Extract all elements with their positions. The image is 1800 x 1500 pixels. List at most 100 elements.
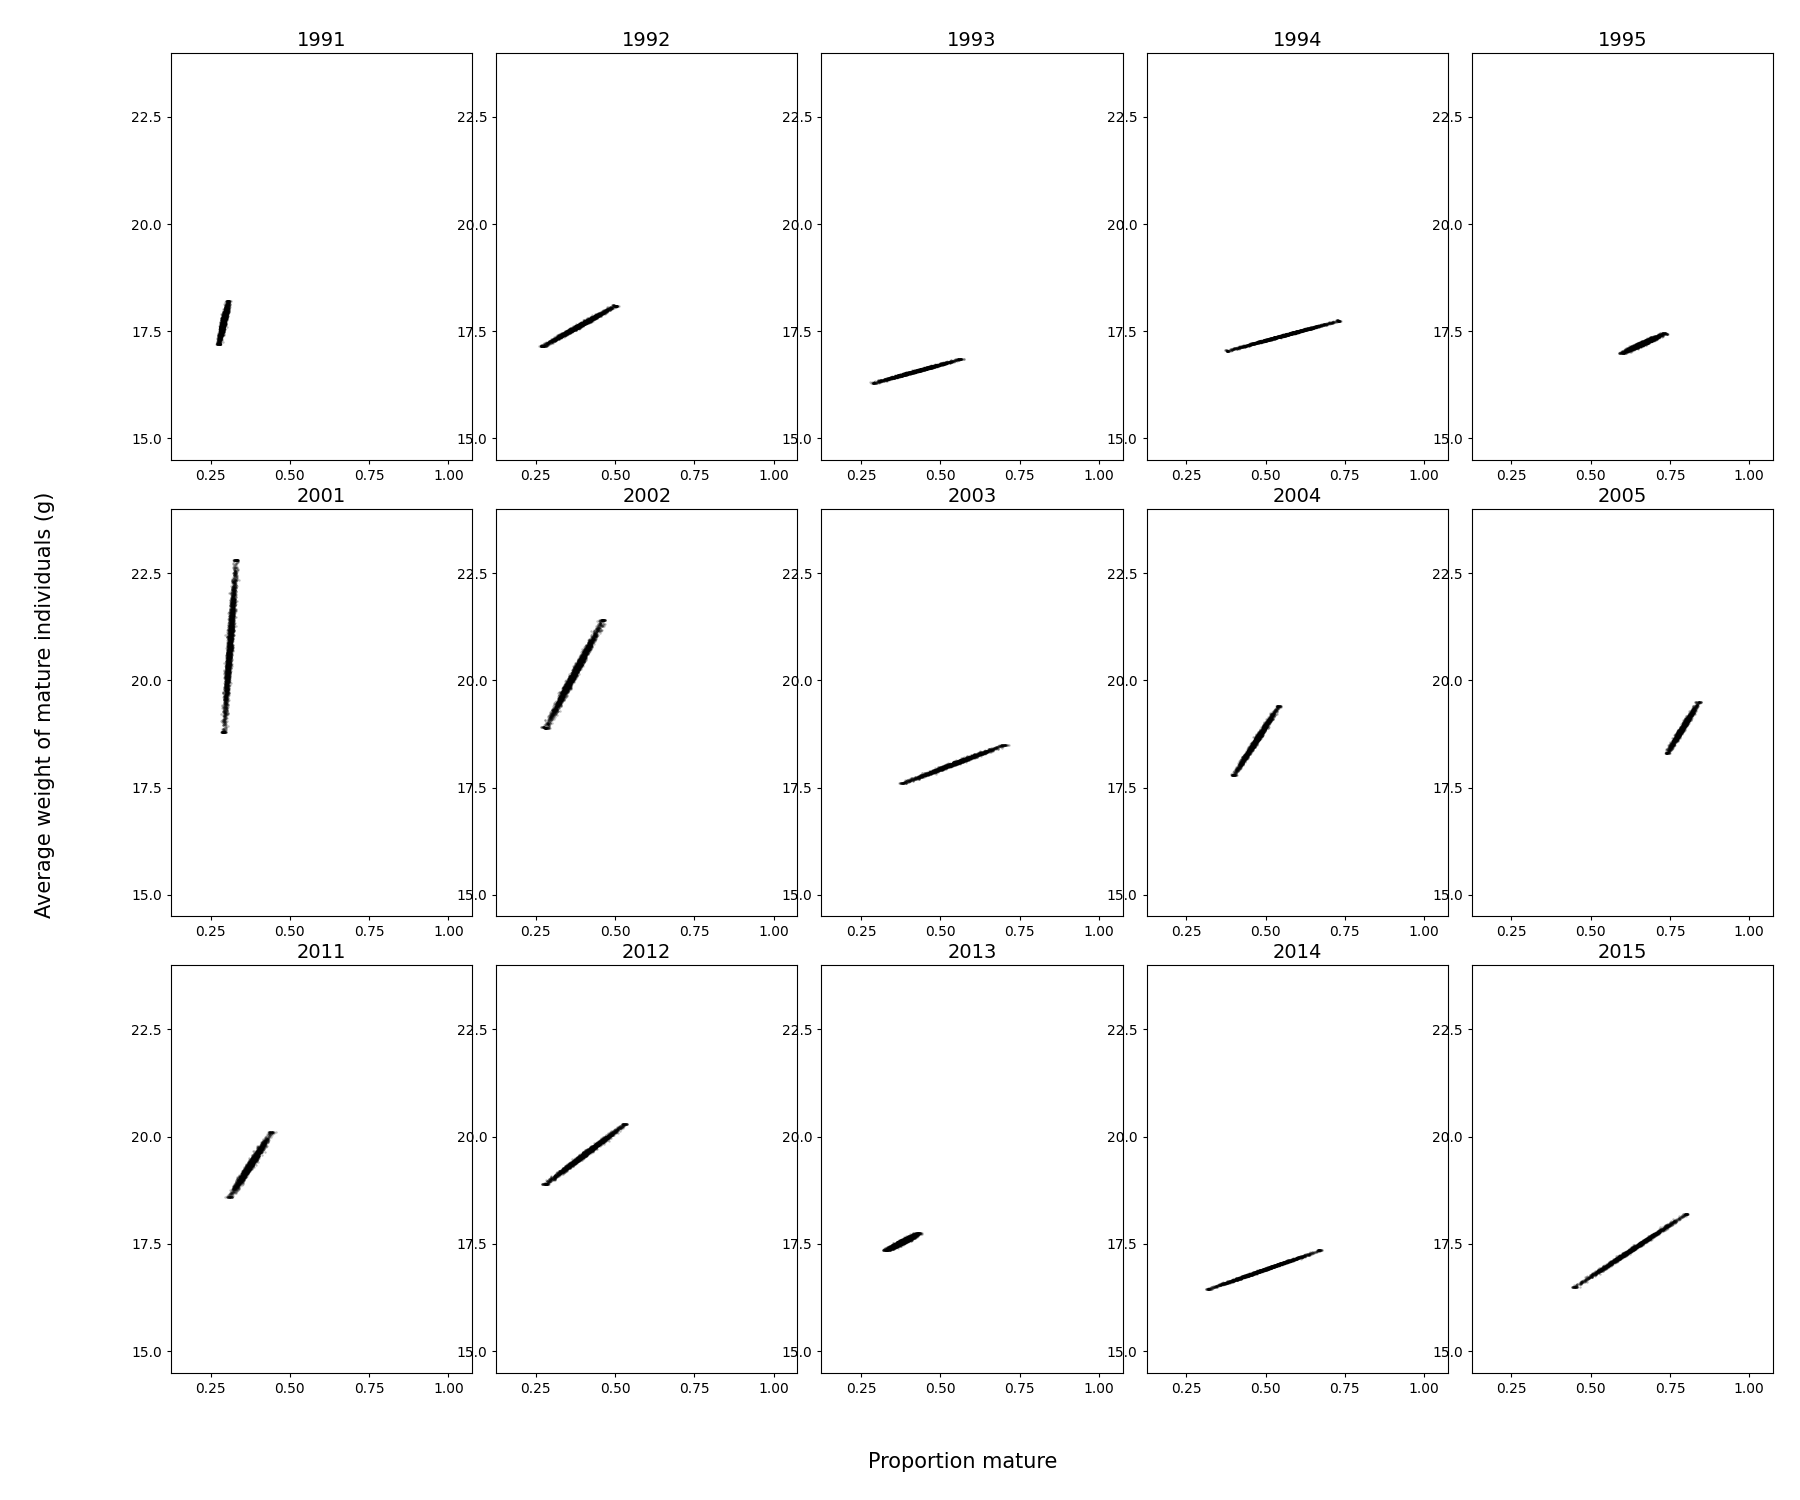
Point (1631, 332, 1660, 356)
Point (1244, 722, 1273, 746)
Point (558, 669, 587, 693)
Point (1656, 736, 1685, 760)
Point (886, 1230, 914, 1254)
Point (576, 632, 605, 656)
Point (576, 627, 605, 651)
Point (553, 672, 581, 696)
Point (547, 326, 576, 350)
Point (216, 638, 245, 662)
Point (221, 1179, 250, 1203)
Point (1255, 1256, 1283, 1280)
Point (212, 648, 241, 672)
Point (565, 651, 594, 675)
Point (243, 1140, 272, 1164)
Point (1296, 316, 1325, 340)
Point (1256, 1254, 1285, 1278)
Point (589, 1128, 617, 1152)
Point (576, 309, 605, 333)
Point (1613, 1239, 1642, 1263)
Point (572, 1142, 601, 1166)
Point (214, 674, 243, 698)
Point (554, 670, 583, 694)
Point (875, 1236, 904, 1260)
Point (551, 321, 580, 345)
Point (214, 642, 243, 666)
Point (1318, 310, 1346, 334)
Point (563, 1148, 592, 1172)
Point (562, 316, 590, 340)
Point (1658, 734, 1687, 758)
Point (547, 684, 576, 708)
Point (214, 686, 243, 709)
Point (589, 609, 617, 633)
Point (554, 669, 583, 693)
Point (527, 334, 556, 358)
Point (970, 740, 999, 764)
Point (1582, 1262, 1611, 1286)
Point (1224, 754, 1253, 778)
Point (1622, 334, 1651, 358)
Point (1276, 322, 1305, 346)
Point (1649, 1218, 1678, 1242)
Point (880, 1233, 909, 1257)
Point (882, 1232, 911, 1256)
Point (589, 302, 617, 326)
Point (889, 1227, 918, 1251)
Point (1265, 694, 1294, 718)
Point (877, 1236, 905, 1260)
Point (1271, 1250, 1300, 1274)
Point (565, 1146, 594, 1170)
Point (207, 320, 236, 344)
Point (1251, 328, 1280, 352)
Point (1661, 724, 1690, 748)
Point (220, 570, 248, 594)
Point (1622, 334, 1651, 358)
Point (221, 549, 250, 573)
Point (934, 752, 963, 776)
Point (214, 639, 243, 663)
Point (554, 320, 583, 344)
Point (207, 315, 236, 339)
Point (1231, 1264, 1260, 1288)
Point (1291, 316, 1319, 340)
Point (211, 303, 239, 327)
Point (558, 668, 587, 692)
Point (907, 764, 936, 788)
Point (220, 590, 248, 613)
Point (567, 1144, 596, 1168)
Point (1262, 326, 1291, 350)
Point (212, 652, 241, 676)
Point (882, 1233, 911, 1257)
Point (212, 291, 241, 315)
Point (563, 315, 592, 339)
Point (1670, 711, 1699, 735)
Point (553, 1154, 581, 1178)
Point (205, 321, 234, 345)
Point (214, 636, 243, 660)
Point (540, 1166, 569, 1190)
Point (581, 1136, 610, 1160)
Point (1307, 1239, 1336, 1263)
Point (207, 316, 236, 340)
Point (1580, 1260, 1609, 1284)
Point (567, 310, 596, 334)
Point (544, 324, 572, 348)
Point (1665, 722, 1694, 746)
Point (209, 314, 238, 338)
Point (218, 603, 247, 627)
Point (560, 660, 589, 684)
Point (902, 358, 931, 382)
Point (1640, 327, 1669, 351)
Point (1640, 326, 1669, 350)
Point (545, 684, 574, 708)
Point (1303, 314, 1332, 338)
Point (1661, 729, 1690, 753)
Point (871, 1239, 900, 1263)
Point (205, 332, 234, 356)
Point (211, 300, 239, 324)
Point (563, 652, 592, 676)
Point (214, 654, 243, 678)
Point (207, 316, 236, 340)
Point (218, 627, 247, 651)
Point (1663, 724, 1692, 748)
